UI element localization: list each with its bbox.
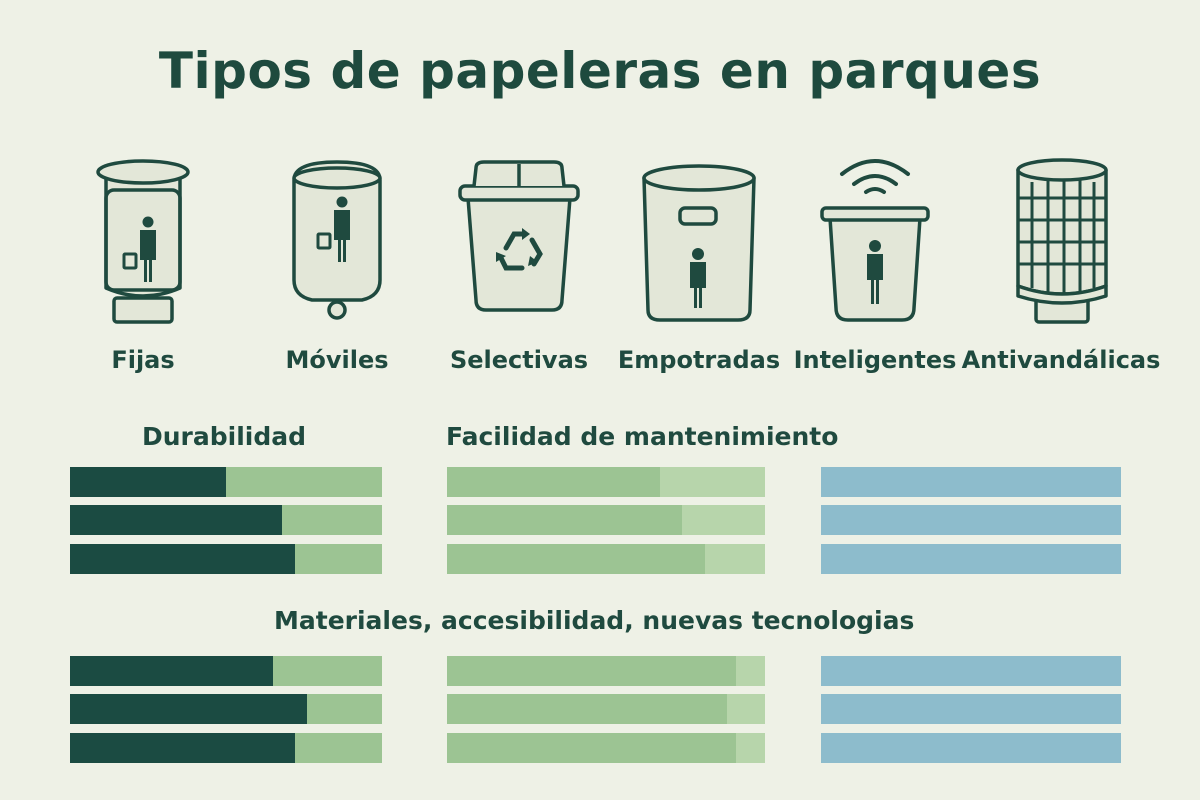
- group2-blue-bar-2: [821, 694, 1121, 724]
- group1-blue-bar-3: [821, 544, 1121, 574]
- section-title-materiales: Materiales, accesibilidad, nuevas tecnol…: [274, 606, 915, 635]
- bin-label: Empotradas: [617, 346, 781, 374]
- group1-green-bar-3: [447, 544, 765, 574]
- bar-fill: [70, 467, 226, 497]
- bar-fill: [70, 733, 295, 763]
- bar-fill: [821, 505, 1121, 535]
- group1-dark-bar-2: [70, 505, 382, 535]
- bar-fill: [70, 656, 273, 686]
- section-title-mantenimiento: Facilidad de mantenimiento: [446, 422, 839, 451]
- fixed-bin-icon: [96, 159, 190, 324]
- bar-fill: [70, 694, 307, 724]
- group2-dark-bar-3: [70, 733, 382, 763]
- smart-bin-icon: [820, 159, 930, 322]
- group1-dark-bar-3: [70, 544, 382, 574]
- bar-fill: [447, 733, 736, 763]
- bin-moviles: Móviles: [242, 150, 432, 380]
- bin-label: Inteligentes: [793, 346, 957, 374]
- bar-fill: [70, 544, 295, 574]
- bar-fill: [447, 656, 736, 686]
- bin-antivandalicas: Antivandálicas: [962, 150, 1160, 380]
- group2-dark-bar-1: [70, 656, 382, 686]
- group1-blue-bar-2: [821, 505, 1121, 535]
- bar-fill: [821, 467, 1121, 497]
- group2-blue-bar-3: [821, 733, 1121, 763]
- group1-green-bar-1: [447, 467, 765, 497]
- group2-dark-bar-2: [70, 694, 382, 724]
- bin-inteligentes: Inteligentes: [780, 150, 970, 380]
- anti-vandal-bin-icon: [1016, 158, 1108, 324]
- bar-fill: [447, 694, 727, 724]
- bar-fill: [821, 544, 1121, 574]
- built-in-bin-icon: [642, 164, 756, 322]
- bin-fijas: Fijas: [48, 150, 238, 380]
- bar-fill: [821, 656, 1121, 686]
- mobile-bin-icon: [292, 160, 382, 320]
- bin-selectivas: Selectivas: [424, 150, 614, 380]
- bin-label: Móviles: [285, 346, 389, 374]
- group2-blue-bar-1: [821, 656, 1121, 686]
- recycling-bin-icon: [458, 160, 580, 312]
- bar-fill: [821, 694, 1121, 724]
- bin-label: Fijas: [111, 346, 175, 374]
- page-title: Tipos de papeleras en parques: [158, 42, 1042, 100]
- group2-green-bar-2: [447, 694, 765, 724]
- group1-blue-bar-1: [821, 467, 1121, 497]
- group2-green-bar-1: [447, 656, 765, 686]
- bar-fill: [70, 505, 282, 535]
- group2-green-bar-3: [447, 733, 765, 763]
- wifi-icon: [840, 159, 910, 194]
- bar-fill: [447, 467, 660, 497]
- section-title-durabilidad: Durabilidad: [142, 422, 307, 451]
- bin-label: Selectivas: [449, 346, 589, 374]
- group1-green-bar-2: [447, 505, 765, 535]
- bar-fill: [447, 505, 682, 535]
- bar-fill: [447, 544, 705, 574]
- bar-fill: [821, 733, 1121, 763]
- bin-empotradas: Empotradas: [604, 150, 794, 380]
- group1-dark-bar-1: [70, 467, 382, 497]
- bin-label: Antivandálicas: [961, 346, 1161, 374]
